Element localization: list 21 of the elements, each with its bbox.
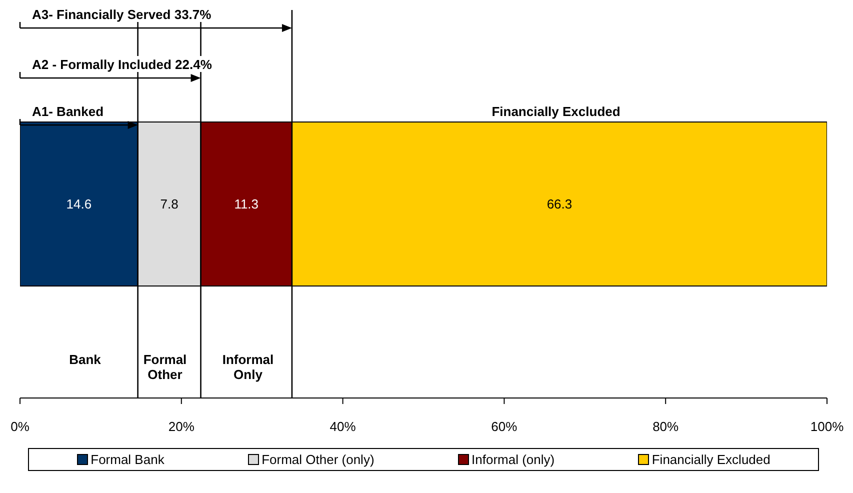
data-label: 66.3: [546, 196, 572, 212]
ref-line-label: A1- Banked: [32, 104, 104, 119]
x-tick-label: 20%: [168, 419, 195, 434]
legend-label: Financially Excluded: [650, 452, 770, 467]
data-label: 11.3: [234, 196, 259, 212]
x-tick-label: 80%: [652, 419, 680, 434]
annotation: Bank: [69, 352, 101, 367]
annotation: Informal Only: [221, 352, 275, 382]
x-tick-label: 0%: [10, 419, 30, 434]
legend-label: Formal Other (only): [260, 452, 374, 467]
annotation: Formal Other: [142, 352, 188, 382]
legend-label: Informal (only): [470, 452, 555, 467]
annotation: Financially Excluded: [492, 104, 620, 119]
x-tick-label: 60%: [491, 419, 518, 434]
x-tick-label: 40%: [330, 419, 356, 434]
ref-line-label: A3- Financially Served 33.7%: [32, 7, 212, 22]
data-label: 14.6: [66, 196, 92, 212]
x-tick-label: 100%: [810, 419, 844, 434]
data-label: 7.8: [160, 196, 178, 212]
ref-line-label: A2 - Formally Included 22.4%: [32, 57, 212, 72]
legend-label: Formal Bank: [90, 452, 164, 467]
